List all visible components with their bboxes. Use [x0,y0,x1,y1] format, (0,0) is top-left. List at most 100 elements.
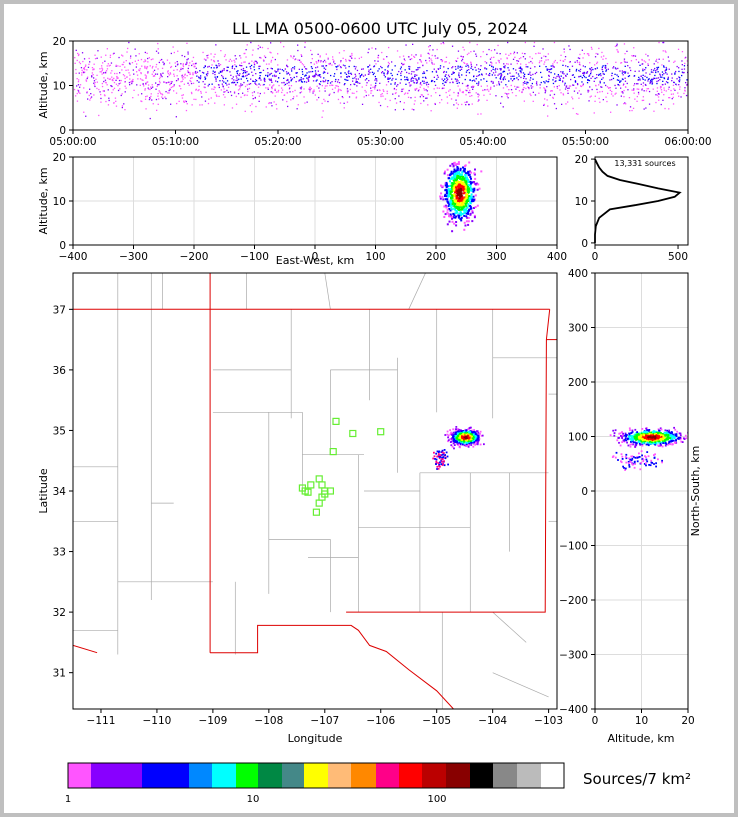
source-point [449,94,451,96]
source-point [471,103,473,105]
source-point [674,73,676,75]
source-point [368,80,370,82]
plan-ticks: −111 −110 −109 −108 −107 −106 −105 −104 −1033132… [53,304,563,727]
source-point [564,82,566,84]
source-point [387,81,390,83]
source-point [460,197,463,200]
source-point [671,437,674,440]
source-point [595,52,597,55]
source-point [77,89,79,91]
source-point [446,198,449,201]
source-point [463,440,466,443]
source-point [638,88,640,90]
source-point [204,78,206,80]
source-point [500,81,503,83]
source-point [455,99,457,101]
source-point [458,72,460,74]
source-point [381,93,383,95]
source-point [550,68,553,70]
source-point [145,82,147,85]
source-point [186,42,188,44]
source-point [255,73,257,75]
source-point [190,80,192,83]
source-point [205,73,208,75]
source-point [556,85,558,88]
source-point [187,58,189,60]
source-point [376,80,378,82]
source-point [178,100,180,102]
source-point [535,71,538,74]
source-point [616,49,618,51]
source-point [580,93,582,95]
source-point [676,437,679,440]
source-point [553,41,556,44]
source-point [657,437,660,440]
source-point [546,68,548,70]
source-point [222,86,224,88]
source-point [408,82,410,84]
source-point [632,443,634,446]
source-point [415,82,418,84]
source-point [512,75,514,77]
source-point [476,430,479,433]
source-point [598,74,600,76]
source-point [629,438,631,440]
source-point [635,442,638,444]
source-point [264,78,266,81]
source-point [297,104,299,106]
source-point [648,103,651,105]
source-point [196,75,198,77]
source-point [183,83,185,85]
source-point [318,75,321,77]
source-point [443,216,446,218]
source-point [101,65,103,67]
source-point [441,456,444,459]
source-point [605,69,608,71]
source-point [656,68,659,70]
source-point [462,431,465,433]
source-point [658,429,660,432]
source-point [453,207,456,210]
source-point [77,90,80,92]
source-point [565,103,567,105]
source-point [232,81,234,83]
source-point [274,88,276,90]
source-point [463,444,466,447]
source-point [644,61,647,63]
source-point [642,74,644,76]
source-point [600,86,602,88]
source-point [618,84,621,87]
source-point [479,432,481,435]
source-point [640,431,643,434]
source-point [451,186,453,189]
source-point [469,200,471,203]
source-point [627,72,629,74]
source-point [229,91,232,93]
source-point [226,80,229,82]
source-point [377,70,379,72]
source-point [653,110,655,112]
source-point [446,433,449,436]
source-point [628,432,630,435]
source-point [683,92,685,95]
lma-station [315,475,323,483]
histogram-source-count: 13,331 sources [614,159,675,168]
source-point [452,212,455,215]
source-point [599,91,601,93]
source-point [370,84,372,86]
source-point [109,78,112,80]
source-point [672,93,674,95]
source-point [536,84,538,86]
source-point [470,438,473,440]
source-point [678,84,680,86]
source-point [668,86,670,88]
source-point [355,78,357,80]
source-point [460,440,463,443]
source-point [465,433,468,436]
source-point [324,80,326,83]
source-point [365,84,368,86]
source-point [657,93,660,95]
source-point [447,189,450,192]
source-point [152,71,155,73]
